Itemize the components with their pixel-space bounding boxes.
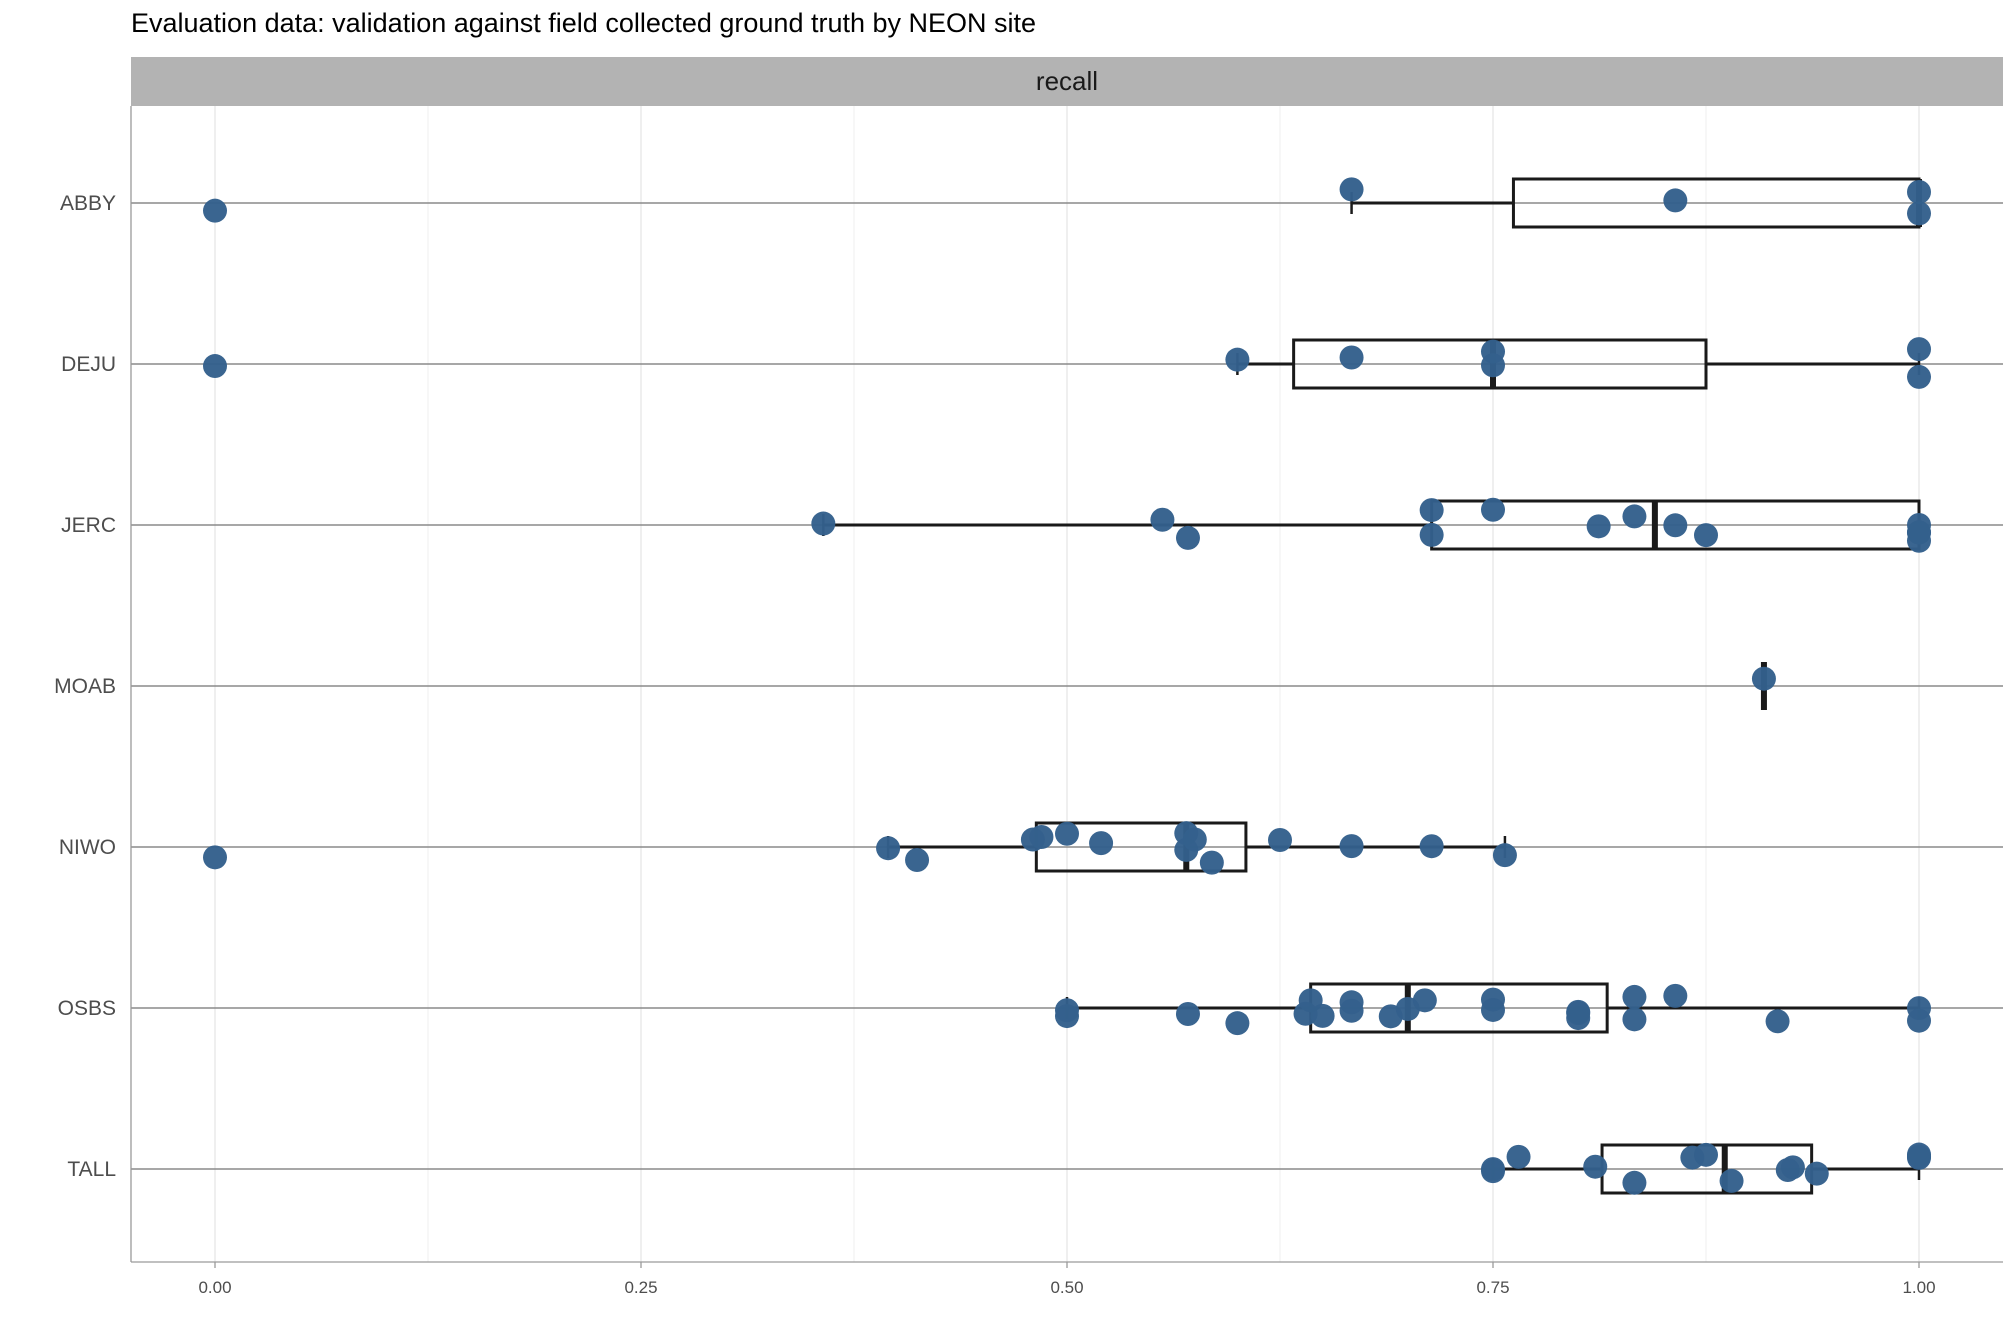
data-point [1055,998,1079,1023]
data-point [1419,834,1444,859]
data-point [1663,513,1688,538]
data-point [1055,821,1079,846]
data-point [1225,347,1250,372]
data-point [1765,1009,1790,1034]
data-point [1907,337,1931,362]
data-point [203,845,227,870]
y-tick-label: NIWO [59,836,116,859]
data-point [1907,364,1931,389]
data-point [1622,1170,1647,1195]
data-point [1182,827,1207,852]
y-tick-label: DEJU [61,353,116,376]
data-point [1339,834,1364,859]
data-point [1150,507,1175,532]
data-point [1586,514,1611,539]
data-point [1663,188,1688,213]
data-point [876,836,901,861]
data-point [1694,1142,1718,1167]
data-point [1175,525,1200,550]
x-tick-label: 0.50 [1050,1278,1083,1297]
data-point [1751,666,1776,691]
data-point [203,198,227,223]
facet-label: recall [1035,66,1099,96]
data-point [1199,850,1224,875]
data-point [1481,339,1505,364]
data-point [1412,988,1437,1013]
data-point [1907,1008,1931,1033]
data-point [1339,345,1364,370]
y-tick-label: ABBY [60,192,116,215]
data-point [1804,1161,1829,1186]
data-point [1492,843,1517,868]
data-point [1907,520,1931,545]
data-point [1583,1154,1608,1179]
facet-strip: recall [131,57,2003,106]
data-point [1481,497,1505,522]
data-point [1719,1168,1744,1193]
data-point [811,511,836,536]
data-point [1622,504,1647,529]
y-tick-label: OSBS [58,997,116,1020]
data-point [1780,1155,1805,1180]
data-point [1225,1011,1250,1036]
data-point [1694,523,1718,548]
chart-title: Evaluation data: validation against fiel… [131,8,1037,38]
y-tick-label: JERC [61,514,116,537]
data-point [1506,1144,1531,1169]
data-point [1339,990,1364,1015]
data-point [1566,1006,1591,1031]
data-point [1663,983,1688,1008]
data-point [1907,1145,1931,1170]
data-point [1481,1159,1505,1184]
data-point [1268,828,1292,853]
data-point [203,354,227,379]
y-tick-label: TALL [67,1158,116,1181]
data-point [1175,1002,1200,1027]
data-point [1907,179,1931,204]
x-tick-label: 1.00 [1902,1278,1935,1297]
data-point [905,848,930,873]
data-point [1419,498,1444,523]
iqr-box [1292,338,1708,390]
data-point [1622,984,1647,1009]
data-point [1419,522,1444,547]
data-point [1310,1003,1335,1028]
x-tick-label: 0.00 [198,1278,231,1297]
data-point [1339,177,1364,202]
data-point [1622,1007,1647,1032]
y-tick-label: MOAB [54,675,116,698]
x-tick-label: 0.25 [624,1278,657,1297]
x-tick-label: 0.75 [1476,1278,1509,1297]
data-point [1481,997,1505,1022]
data-point [1029,825,1054,850]
data-point [1089,831,1114,856]
data-point [1907,201,1931,226]
